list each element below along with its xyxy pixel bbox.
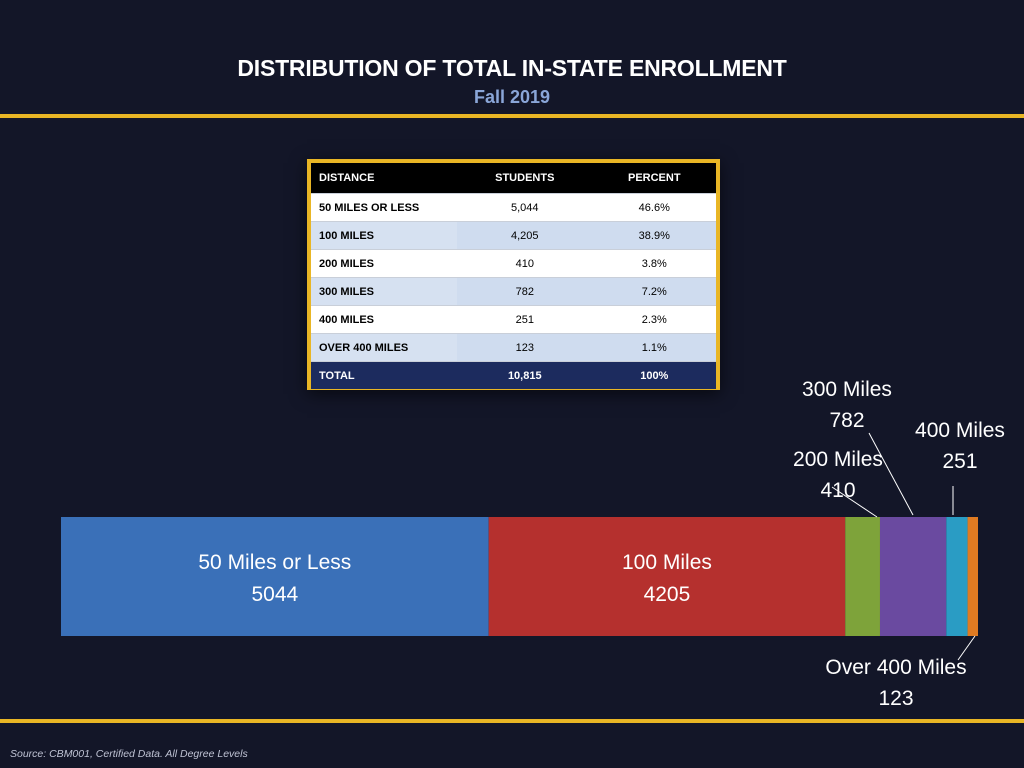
row-distance: 300 MILES bbox=[311, 277, 457, 306]
total-label: TOTAL bbox=[311, 361, 457, 389]
row-students: 782 bbox=[457, 277, 593, 306]
row-distance: OVER 400 MILES bbox=[311, 333, 457, 362]
callout-label-200-miles: 200 Miles bbox=[793, 448, 883, 471]
bar-value-50-miles-or-less: 5044 bbox=[251, 583, 298, 606]
row-percent: 1.1% bbox=[592, 333, 716, 362]
callout-value-400-miles: 251 bbox=[942, 450, 977, 473]
row-students: 410 bbox=[457, 249, 593, 278]
bar-label-100-miles: 100 Miles bbox=[622, 551, 712, 574]
row-students: 4,205 bbox=[457, 221, 593, 250]
table-header-row: DISTANCE STUDENTS PERCENT bbox=[311, 163, 716, 194]
row-students: 251 bbox=[457, 305, 593, 334]
bar-over-400-miles bbox=[967, 517, 978, 636]
header-distance: DISTANCE bbox=[311, 163, 457, 194]
callout-label-300-miles: 300 Miles bbox=[802, 378, 892, 401]
row-distance: 100 MILES bbox=[311, 221, 457, 250]
table-total-row: TOTAL 10,815 100% bbox=[311, 361, 716, 389]
source-note: Source: CBM001, Certified Data. All Degr… bbox=[10, 748, 248, 760]
callout-value-300-miles: 782 bbox=[829, 409, 864, 432]
header-percent: PERCENT bbox=[592, 163, 716, 194]
table-row: 300 MILES 782 7.2% bbox=[311, 277, 716, 306]
callout-value-200-miles: 410 bbox=[820, 479, 855, 502]
bar-300-miles bbox=[879, 517, 947, 636]
row-distance: 400 MILES bbox=[311, 305, 457, 334]
bar-200-miles bbox=[845, 517, 880, 636]
callout-label-400-miles: 400 Miles bbox=[915, 419, 1005, 442]
bottom-divider bbox=[0, 719, 1024, 723]
row-percent: 7.2% bbox=[592, 277, 716, 306]
row-percent: 46.6% bbox=[592, 193, 716, 222]
total-students: 10,815 bbox=[457, 361, 593, 389]
callout-line-200-miles bbox=[831, 486, 878, 518]
top-divider bbox=[0, 114, 1024, 118]
row-percent: 38.9% bbox=[592, 221, 716, 250]
bar-100-miles bbox=[488, 517, 846, 636]
bar-50-miles-or-less bbox=[61, 517, 489, 636]
callout-line-300-miles bbox=[868, 432, 914, 516]
total-percent: 100% bbox=[592, 361, 716, 389]
table-row: 100 MILES 4,205 38.9% bbox=[311, 221, 716, 250]
chart-subtitle: Fall 2019 bbox=[473, 87, 551, 107]
callout-label-over-400-miles: Over 400 Miles bbox=[825, 656, 966, 679]
bar-value-100-miles: 4205 bbox=[644, 583, 691, 606]
row-distance: 50 MILES OR LESS bbox=[311, 193, 457, 222]
callout-value-over-400-miles: 123 bbox=[878, 687, 913, 710]
table-row: OVER 400 MILES 123 1.1% bbox=[311, 333, 716, 362]
row-students: 5,044 bbox=[457, 193, 593, 222]
chart-title: DISTRIBUTION OF TOTAL IN-STATE ENROLLMEN… bbox=[237, 55, 787, 81]
row-students: 123 bbox=[457, 333, 593, 362]
enrollment-table: DISTANCE STUDENTS PERCENT 50 MILES OR LE… bbox=[307, 159, 720, 390]
table-row: 400 MILES 251 2.3% bbox=[311, 305, 716, 334]
table-row: 200 MILES 410 3.8% bbox=[311, 249, 716, 278]
callout-line-over-400-miles bbox=[957, 635, 976, 661]
row-percent: 2.3% bbox=[592, 305, 716, 334]
row-percent: 3.8% bbox=[592, 249, 716, 278]
table-row: 50 MILES OR LESS 5,044 46.6% bbox=[311, 193, 716, 222]
row-distance: 200 MILES bbox=[311, 249, 457, 278]
header-students: STUDENTS bbox=[457, 163, 593, 194]
bar-label-50-miles-or-less: 50 Miles or Less bbox=[198, 551, 351, 574]
bar-400-miles bbox=[946, 517, 968, 636]
